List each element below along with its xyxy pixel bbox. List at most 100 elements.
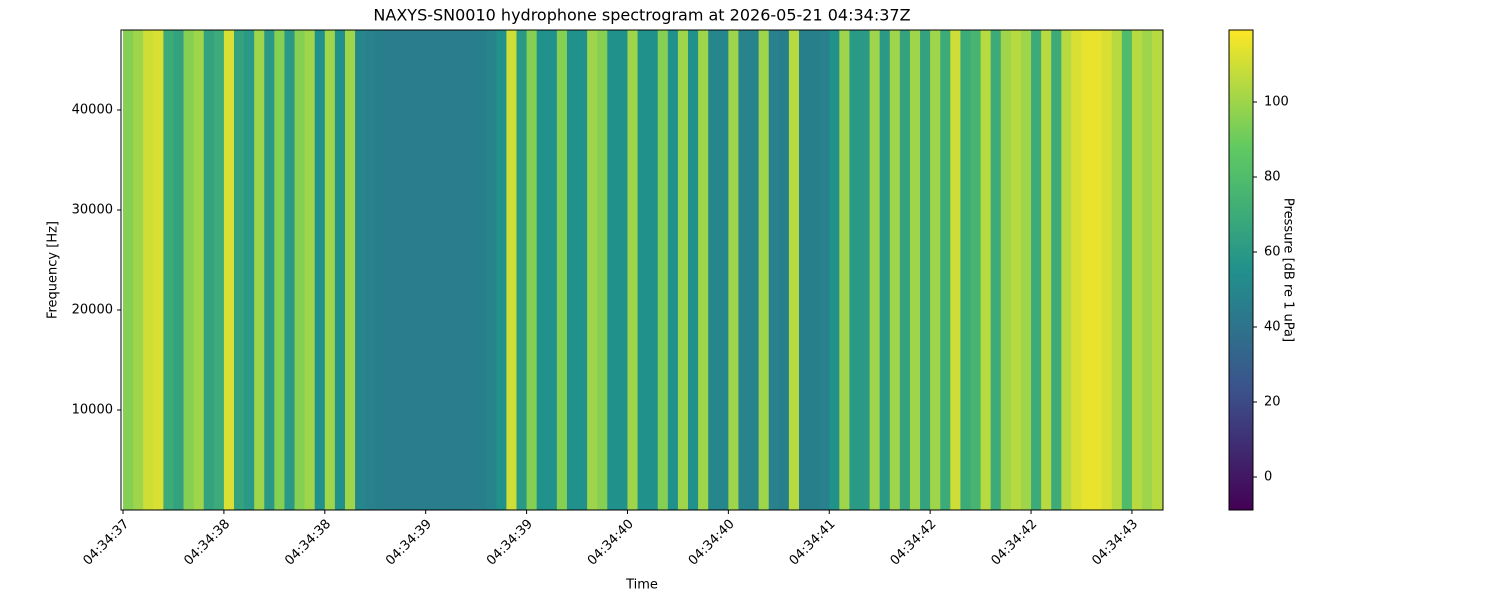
x-tick-label: 04:34:39 xyxy=(484,517,536,569)
spectrogram-column xyxy=(466,30,477,510)
spectrogram-column xyxy=(597,30,608,510)
spectrogram-column xyxy=(667,30,679,510)
y-tick-label: 20000 xyxy=(72,303,113,318)
spectrogram-column xyxy=(1081,30,1093,510)
spectrogram-column xyxy=(587,30,598,510)
spectrogram-column xyxy=(233,30,245,510)
spectrogram-column xyxy=(748,30,760,510)
spectrogram-column xyxy=(627,30,639,510)
spectrogram-column xyxy=(718,30,729,510)
spectrogram-column xyxy=(476,30,487,510)
spectrogram-column xyxy=(425,30,437,510)
spectrogram-column xyxy=(264,30,275,510)
spectrogram-column xyxy=(1031,30,1042,510)
spectrogram-column xyxy=(123,30,134,510)
spectrogram-column xyxy=(546,30,558,510)
spectrogram-column xyxy=(708,30,719,510)
spectrogram-column xyxy=(193,30,205,510)
spectrogram-column xyxy=(213,30,225,510)
spectrogram-column xyxy=(637,30,649,510)
spectrogram-column xyxy=(920,30,931,510)
spectrogram-column xyxy=(798,30,810,510)
spectrogram-column xyxy=(143,30,154,510)
spectrogram-column xyxy=(274,30,285,510)
spectrogram-column xyxy=(688,30,699,510)
spectrogram-column xyxy=(1000,30,1012,510)
spectrogram-column xyxy=(203,30,215,510)
spectrogram-column xyxy=(728,30,739,510)
x-tick-label: 04:34:40 xyxy=(686,517,738,569)
spectrogram-column xyxy=(970,30,982,510)
spectrogram-column xyxy=(385,30,396,510)
spectrogram-column xyxy=(930,30,941,510)
spectrogram-column xyxy=(839,30,850,510)
spectrogram-column xyxy=(758,30,770,510)
colorbar-tick-label: 100 xyxy=(1264,95,1289,110)
spectrogram-column xyxy=(960,30,972,510)
colorbar-tick-label: 40 xyxy=(1264,320,1281,335)
spectrogram-column xyxy=(1111,30,1123,510)
x-tick-label: 04:34:37 xyxy=(80,517,132,569)
spectrogram-column xyxy=(334,30,346,510)
colorbar-tick-label: 0 xyxy=(1264,470,1272,485)
spectrogram-column xyxy=(990,30,1002,510)
spectrogram-column xyxy=(809,30,820,510)
spectrogram-column xyxy=(1091,30,1103,510)
spectrogram-column xyxy=(344,30,356,510)
colorbar xyxy=(1228,29,1254,511)
y-tick-label: 40000 xyxy=(72,103,113,118)
x-tick-label: 04:34:38 xyxy=(282,517,334,569)
x-tick-label: 04:34:42 xyxy=(888,517,940,569)
spectrogram-column xyxy=(768,30,780,510)
plot-frame xyxy=(120,29,1164,511)
spectrogram-column xyxy=(1071,30,1082,510)
spectrogram-column xyxy=(415,30,427,510)
x-tick-label: 04:34:40 xyxy=(585,517,637,569)
spectrogram-column xyxy=(1041,30,1052,510)
spectrogram-column xyxy=(1010,30,1022,510)
spectrogram-column xyxy=(819,30,830,510)
spectrogram-column xyxy=(244,30,255,510)
x-axis-label: Time xyxy=(625,578,658,593)
spectrogram-column xyxy=(405,30,417,510)
spectrogram-column xyxy=(304,30,316,510)
spectrogram-column xyxy=(163,30,174,510)
spectrogram-column xyxy=(1131,30,1143,510)
colorbar-label: Pressure [dB re 1 uPa] xyxy=(1281,198,1296,342)
spectrogram-column xyxy=(435,30,447,510)
spectrogram-column xyxy=(607,30,618,510)
spectrogram-column xyxy=(980,30,992,510)
spectrogram-column xyxy=(526,30,538,510)
spectrogram-column xyxy=(909,30,921,510)
spectrogram-column xyxy=(496,30,507,510)
spectrogram-column xyxy=(829,30,840,510)
spectrogram-column xyxy=(536,30,548,510)
spectrogram-column xyxy=(395,30,407,510)
spectrogram-column xyxy=(566,30,578,510)
spectrogram-column xyxy=(284,30,296,510)
spectrogram-column xyxy=(355,30,366,510)
spectrogram-column xyxy=(879,30,891,510)
x-tick-label: 04:34:39 xyxy=(383,517,435,569)
y-axis-label: Frequency [Hz] xyxy=(46,221,61,319)
spectrogram-column xyxy=(940,30,951,510)
chart-title: NAXYS-SN0010 hydrophone spectrogram at 2… xyxy=(373,6,910,25)
x-tick-label: 04:34:41 xyxy=(787,517,839,569)
x-tick-label: 04:34:43 xyxy=(1089,517,1141,569)
spectrogram-column xyxy=(1051,30,1062,510)
spectrogram-column xyxy=(365,30,376,510)
spectrogram-column xyxy=(577,30,588,510)
colorbar-tick-label: 60 xyxy=(1264,245,1281,260)
spectrogram-column xyxy=(1101,30,1113,510)
spectrogram-column xyxy=(738,30,750,510)
spectrogram-column xyxy=(133,30,144,510)
spectrogram-column xyxy=(254,30,265,510)
spectrogram-column xyxy=(223,30,235,510)
spectrogram-column xyxy=(1061,30,1072,510)
spectrogram-column xyxy=(324,30,336,510)
colorbar-tick-label: 20 xyxy=(1264,395,1281,410)
spectrogram-column xyxy=(314,30,326,510)
spectrogram-area xyxy=(123,30,1164,510)
spectrogram-column xyxy=(445,30,457,510)
